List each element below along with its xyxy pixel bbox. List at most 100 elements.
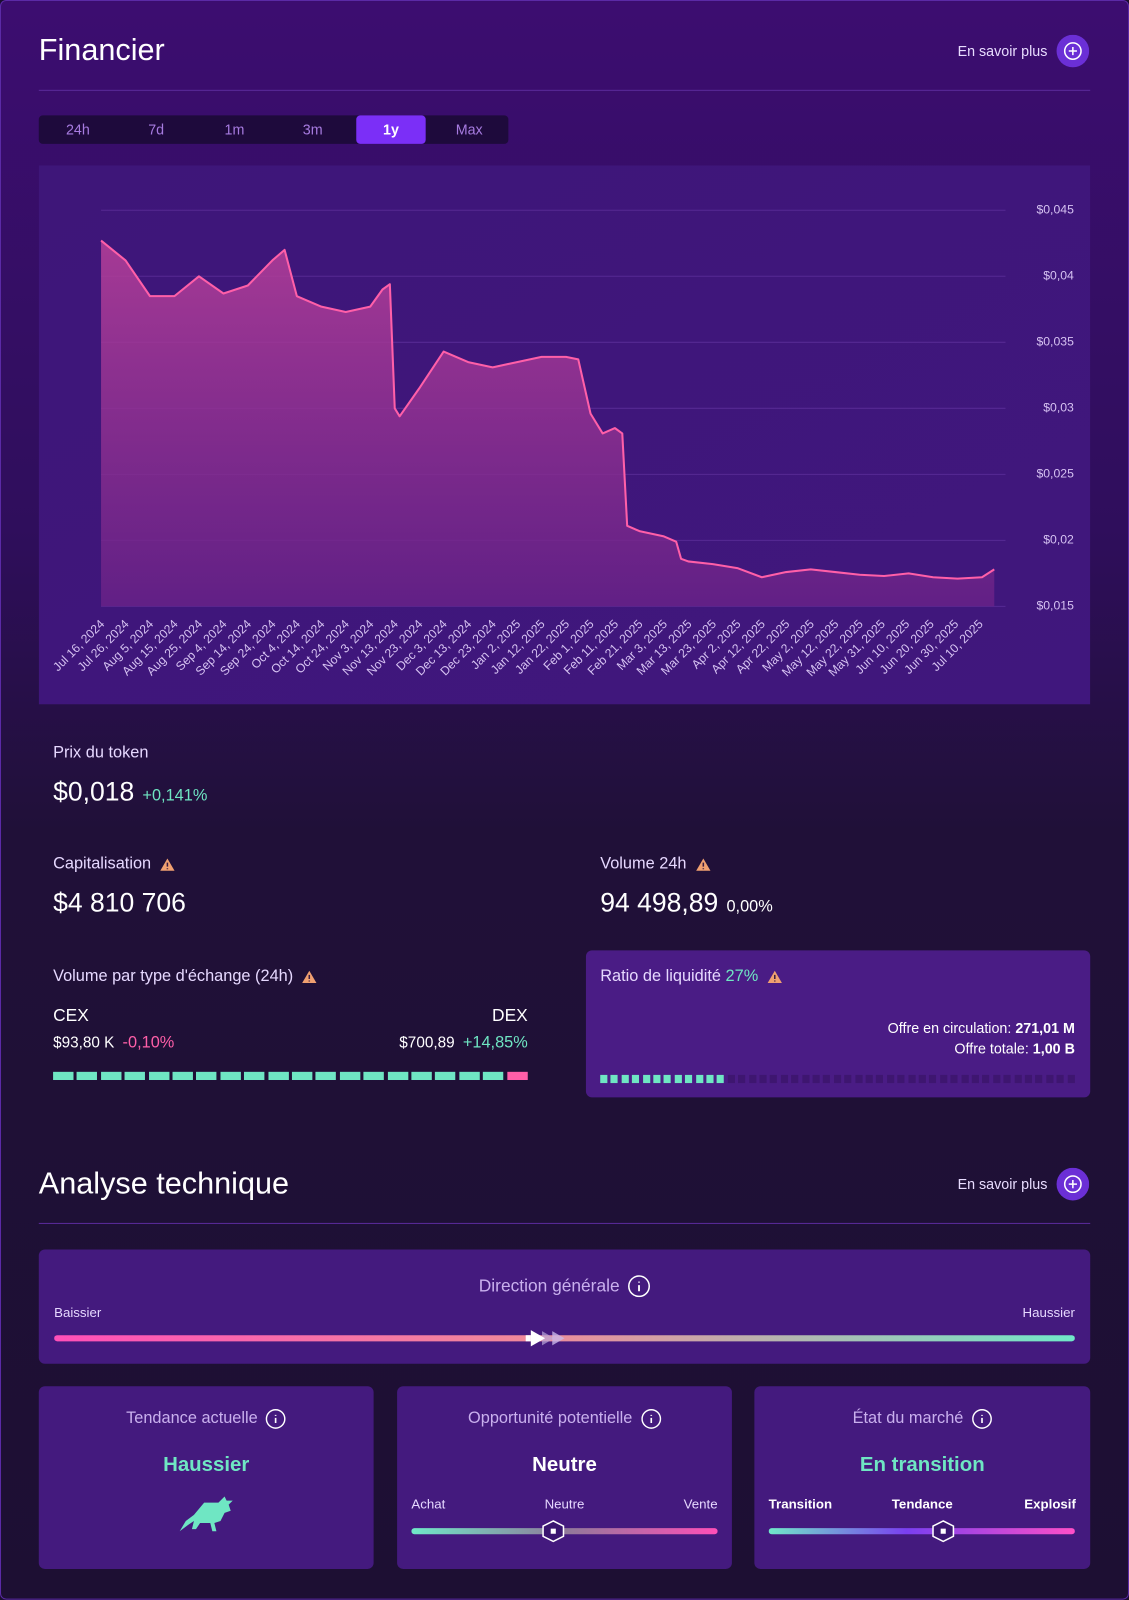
- bar-segment: [435, 1071, 456, 1081]
- circulating-value: 271,01 M: [1015, 1019, 1075, 1037]
- bar-segment: [674, 1074, 682, 1084]
- card-value: Neutre: [532, 1453, 597, 1477]
- bar-segment: [1014, 1074, 1022, 1084]
- bar-segment: [653, 1074, 661, 1084]
- card-title-row: Direction générale: [39, 1275, 1090, 1298]
- bar-segment: [982, 1074, 990, 1084]
- card-title: Direction générale: [478, 1276, 620, 1296]
- stat-label: Capitalisation: [53, 855, 152, 873]
- bar-segment: [1067, 1074, 1075, 1084]
- label: Offre en circulation:: [887, 1019, 1012, 1037]
- bar-segment: [971, 1074, 979, 1084]
- bar-segment: [727, 1074, 735, 1084]
- info-icon[interactable]: [971, 1409, 992, 1429]
- learn-more-icon[interactable]: [1056, 34, 1090, 68]
- bar-segment: [387, 1071, 408, 1081]
- bar-segment: [244, 1071, 265, 1081]
- bar-segment: [717, 1074, 725, 1084]
- bar-segment: [706, 1074, 714, 1084]
- card-title-row: Opportunité potentielle: [397, 1409, 732, 1429]
- dex-label: DEX: [492, 1005, 528, 1025]
- bar-segment: [124, 1071, 146, 1081]
- bar-segment: [1024, 1074, 1033, 1084]
- bar-segment: [865, 1074, 873, 1084]
- learn-more-link[interactable]: En savoir plus: [957, 1175, 1048, 1193]
- bar-segment: [780, 1074, 788, 1084]
- learn-more-icon[interactable]: [1056, 1167, 1090, 1201]
- stat-label-row: Capitalisation: [53, 854, 176, 874]
- timeframe-tab[interactable]: Max: [455, 121, 483, 138]
- scale-label: Vente: [683, 1496, 718, 1512]
- bar-segment: [220, 1071, 241, 1081]
- y-tick-label: $0,025: [1036, 467, 1074, 481]
- y-tick-label: $0,045: [1036, 203, 1074, 217]
- bar-segment: [632, 1074, 640, 1084]
- y-tick-label: $0,035: [1036, 335, 1074, 349]
- y-tick-label: $0,02: [1043, 533, 1074, 547]
- bar-segment: [886, 1074, 895, 1084]
- timeframe-tab[interactable]: 3m: [302, 121, 323, 138]
- liquidity-card: [585, 950, 1091, 1098]
- price-value: $0,018: [53, 775, 135, 807]
- bar-segment: [855, 1074, 863, 1084]
- scale-label: Tendance: [891, 1496, 953, 1512]
- bar-segment: [823, 1074, 831, 1084]
- bar-segment: [1003, 1074, 1011, 1084]
- info-icon[interactable]: [640, 1409, 661, 1429]
- bar-segment: [53, 1071, 74, 1081]
- warning-icon: [160, 858, 175, 871]
- bar-segment: [738, 1074, 746, 1084]
- cex-row: $93,80 K -0,10%: [53, 1034, 174, 1052]
- direction-card: Direction générale Baissier Haussier: [38, 1249, 1091, 1364]
- bar-segment: [315, 1071, 337, 1081]
- timeframe-tab[interactable]: 7d: [148, 121, 165, 138]
- bar-segment: [459, 1071, 480, 1081]
- opportunity-gauge: [411, 1520, 718, 1543]
- bar-segment: [844, 1074, 852, 1084]
- stat-label: Prix du token: [53, 744, 149, 762]
- total-value: 1,00 B: [1032, 1040, 1075, 1057]
- opportunity-card: Opportunité potentielle Neutre Achat Neu…: [397, 1386, 732, 1569]
- scale-label: Explosif: [1024, 1496, 1076, 1512]
- card-title: État du marché: [852, 1409, 964, 1428]
- liquidity-label: Ratio de liquidité 27%: [600, 967, 758, 987]
- price-area: [101, 240, 995, 607]
- bar-segment: [291, 1071, 313, 1081]
- bar-segment: [939, 1074, 948, 1084]
- card-title: Tendance actuelle: [126, 1409, 258, 1428]
- bar-segment: [339, 1071, 361, 1081]
- section-title: Financier: [38, 33, 165, 68]
- market-gauge: [768, 1520, 1075, 1543]
- bar-segment: [961, 1074, 969, 1084]
- info-icon[interactable]: [266, 1409, 287, 1429]
- card-title-row: État du marché: [754, 1409, 1090, 1429]
- timeframe-tab[interactable]: 24h: [65, 121, 90, 138]
- liquidity-ratio: 27%: [725, 967, 759, 986]
- bar-segment: [506, 1071, 528, 1081]
- price-change: +0,141%: [142, 787, 208, 805]
- bar-segment: [621, 1074, 629, 1084]
- card-value: En transition: [859, 1453, 985, 1477]
- warning-icon: [695, 858, 710, 871]
- market-cap-value: $4 810 706: [53, 887, 186, 918]
- exchange-bar: [53, 1071, 528, 1081]
- info-icon[interactable]: [628, 1275, 650, 1298]
- learn-more-link[interactable]: En savoir plus: [957, 42, 1048, 60]
- divider: [38, 1222, 1091, 1224]
- total-row: Offre totale: 1,00 B: [954, 1040, 1075, 1056]
- timeframe-tab[interactable]: 1m: [224, 121, 245, 138]
- bar-segment: [876, 1074, 884, 1084]
- bar-segment: [685, 1074, 693, 1084]
- bar-segment: [196, 1071, 217, 1081]
- scale-label: Neutre: [544, 1496, 585, 1512]
- bar-segment: [483, 1071, 504, 1081]
- timeframe-tab[interactable]: 1y: [355, 115, 426, 144]
- price-row: $0,018 +0,141%: [53, 776, 207, 807]
- timeframe-tabs: 24h 7d 1m 3m 1y Max: [38, 115, 509, 144]
- bar-segment: [993, 1074, 1001, 1084]
- stat-label-row: Volume 24h: [600, 854, 711, 874]
- bar-segment: [148, 1071, 170, 1081]
- y-tick-label: $0,04: [1043, 269, 1074, 283]
